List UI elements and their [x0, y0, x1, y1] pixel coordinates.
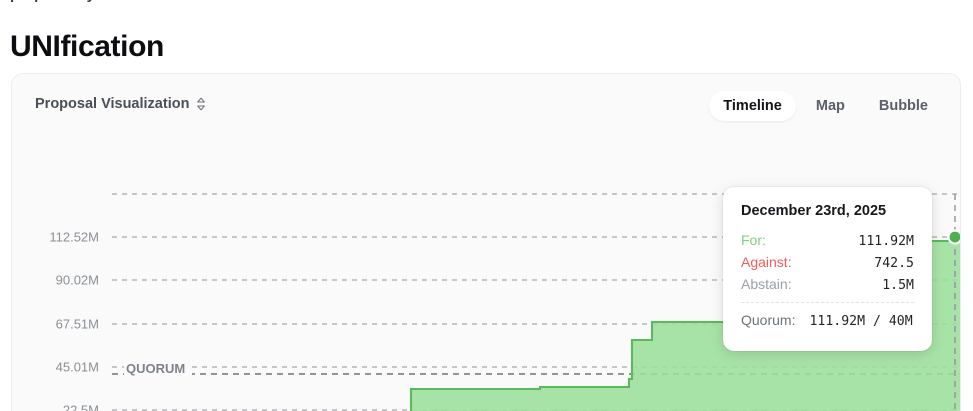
y-tick-0: 112.52M: [49, 229, 99, 245]
y-tick-1: 90.02M: [55, 272, 99, 288]
chart-tooltip: December 23rd, 2025 For: 111.92M Against…: [723, 187, 932, 351]
y-tick-4: 22.5M: [62, 402, 99, 411]
clipped-header-text: proposal by ...: [10, 0, 112, 3]
hover-point-for[interactable]: [947, 229, 962, 245]
tooltip-quorum-value: 111.92M / 40M: [809, 314, 913, 329]
tooltip-quorum-label: Quorum:: [741, 312, 796, 328]
proposal-visualization-selector[interactable]: Proposal Visualization: [35, 96, 206, 112]
tooltip-abstain-label: Abstain:: [741, 276, 792, 292]
y-tick-3: 45.01M: [55, 359, 99, 375]
viz-selector-label: Proposal Visualization: [35, 96, 190, 112]
tooltip-abstain-value: 1.5M: [882, 278, 914, 293]
tooltip-row-against: Against: 742.5: [741, 254, 914, 271]
tooltip-against-label: Against:: [741, 254, 792, 270]
sort-chevrons-icon: [197, 97, 206, 111]
tooltip-divider: [741, 302, 914, 303]
card-header: Proposal Visualization Timeline Map Bubb…: [12, 74, 960, 136]
tooltip-against-value: 742.5: [874, 256, 914, 271]
for-line: [409, 239, 960, 411]
quorum-label-bg: [124, 361, 192, 377]
tooltip-row-abstain: Abstain: 1.5M: [741, 276, 914, 293]
tooltip-for-label: For:: [741, 232, 766, 248]
proposal-visualization-card: Proposal Visualization Timeline Map Bubb…: [11, 73, 961, 411]
tooltip-for-value: 111.92M: [858, 234, 914, 249]
tab-bubble[interactable]: Bubble: [878, 98, 928, 114]
for-area: [411, 241, 960, 411]
visualization-tabs: Timeline Map Bubble: [709, 91, 942, 121]
chart-svg: QUORUM: [112, 193, 962, 411]
y-axis: 112.52M 90.02M 67.51M 45.01M 22.5M 0: [12, 129, 107, 411]
tab-timeline[interactable]: Timeline: [709, 91, 796, 121]
tooltip-row-quorum: Quorum: 111.92M / 40M: [741, 312, 914, 329]
y-tick-2: 67.51M: [55, 316, 99, 332]
tooltip-row-for: For: 111.92M: [741, 232, 914, 249]
tooltip-date: December 23rd, 2025: [741, 203, 887, 219]
tab-map[interactable]: Map: [815, 98, 845, 114]
timeline-chart: 112.52M 90.02M 67.51M 45.01M 22.5M 0: [12, 129, 962, 411]
quorum-label: QUORUM: [126, 361, 185, 376]
page-title: UNIfication: [10, 30, 164, 64]
